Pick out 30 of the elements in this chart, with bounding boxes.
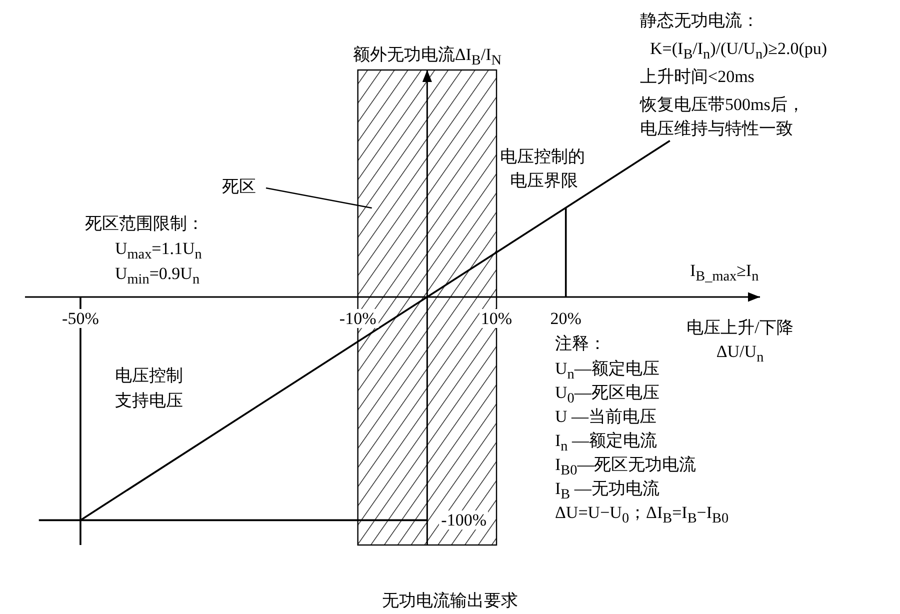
annotation: 电压控制 [115,367,183,384]
annotation: I$_{n}$ —额定电流 [555,432,657,454]
annotation: K=(I$_{B}$/I$_{n}$)/(U/U$_{n}$)≥2.0(pu) [650,40,828,62]
annotation: ΔU=U−U$_{0}$；ΔI$_{B}$=I$_{B}$−I$_{B0}$ [555,504,729,526]
annotation: 电压界限 [510,172,578,189]
annotation: -100% [439,510,488,530]
annotation: U$_{max}$=1.1U$_{n}$ [115,240,202,262]
annotation: U$_{0}$—死区电压 [555,384,660,406]
annotation: 注释： [555,335,606,352]
annotation: I$_{B0}$—死区无功电流 [555,456,696,478]
annotation: 死区范围限制： [85,215,204,232]
annotation: 静态无功电流： [640,12,759,29]
annotation: U —当前电压 [555,408,657,425]
xtick: 10% [478,309,514,328]
annotation: 恢复电压带500ms后， [640,96,804,113]
annotation: I$_{B_max}$≥I$_{n}$ [690,262,759,284]
annotation: 电压控制的 [500,148,585,165]
annotation: 上升时间<20ms [640,68,754,85]
annotation: U$_{n}$—额定电压 [555,360,660,382]
xlabel: ΔU/U$_{n}$ [716,343,764,365]
annotation: U$_{min}$=0.9U$_{n}$ [115,265,200,287]
annotation: 支持电压 [115,392,183,409]
annotation: 死区 [222,178,256,195]
xlabel: 电压上升/下降 [686,319,794,336]
xtick: -10% [337,309,378,328]
annotation: 无功电流输出要求 [382,592,518,609]
ylabel: 额外无功电流ΔI$_{B}$/I$_{N}$ [352,46,502,68]
xtick: -50% [60,309,101,328]
annotation: 电压维持与特性一致 [640,120,793,137]
annotation: I$_{B}$ —无功电流 [555,480,660,502]
